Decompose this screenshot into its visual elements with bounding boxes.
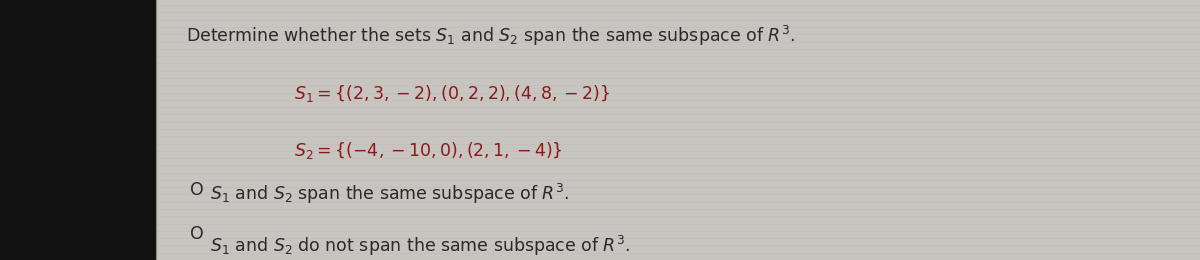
Text: $S_1$ and $S_2$ do not span the same subspace of $R^3$.: $S_1$ and $S_2$ do not span the same sub… xyxy=(210,234,630,258)
Text: $S_1 = \{(2, 3, -2), (0, 2, 2), (4, 8, -2)\}$: $S_1 = \{(2, 3, -2), (0, 2, 2), (4, 8, -… xyxy=(294,83,611,104)
FancyBboxPatch shape xyxy=(0,0,156,260)
Text: $S_1$ and $S_2$ span the same subspace of $R^3$.: $S_1$ and $S_2$ span the same subspace o… xyxy=(210,182,569,206)
FancyBboxPatch shape xyxy=(156,0,1200,260)
Text: Determine whether the sets $S_1$ and $S_2$ span the same subspace of $R^3$.: Determine whether the sets $S_1$ and $S_… xyxy=(186,23,794,48)
Text: O: O xyxy=(190,225,203,243)
Text: O: O xyxy=(190,181,203,199)
Text: $S_2 = \{(-4, -10, 0), (2, 1, -4)\}$: $S_2 = \{(-4, -10, 0), (2, 1, -4)\}$ xyxy=(294,140,563,161)
